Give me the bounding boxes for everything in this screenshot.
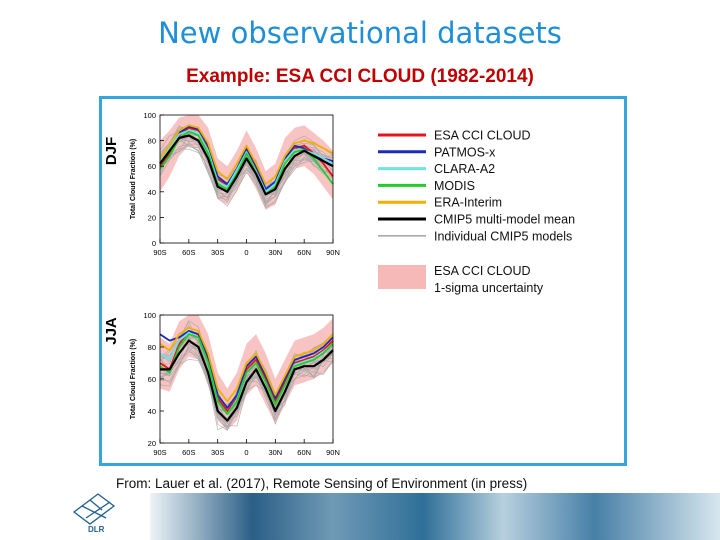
series-line-era-interim	[159, 124, 334, 185]
x-tick-label: 60N	[297, 448, 311, 457]
y-tick-label: 80	[148, 343, 156, 352]
y-tick-label: 60	[148, 375, 156, 384]
y-tick-label: 40	[148, 407, 156, 416]
series-line-esa-cci-cloud	[159, 126, 334, 193]
individual-model-line	[159, 142, 334, 199]
individual-model-line	[159, 144, 334, 204]
x-tick-label: 30S	[211, 448, 224, 457]
y-tick-label: 20	[148, 213, 156, 222]
x-tick-label: 30S	[211, 248, 224, 257]
x-tick-label: 30N	[268, 248, 282, 257]
legend-band-label-1: ESA CCI CLOUD	[434, 264, 531, 278]
x-tick-label: 90S	[153, 248, 166, 257]
x-tick-label: 90N	[326, 448, 340, 457]
x-tick-label: 60S	[182, 448, 195, 457]
chart-panel-djf: 0 20 40 60 80 100 90S 60S 30S 0 30N 60N 90N Total Clo…	[103, 111, 340, 257]
slide-title: New observational datasets	[158, 16, 562, 50]
individual-model-line	[159, 138, 334, 194]
y-axis-label: Total Cloud Fraction (%)	[130, 139, 137, 219]
series-line-cmip5-multi-model-mean	[160, 339, 334, 422]
x-tick-label: 60S	[182, 248, 195, 257]
x-tick-label: 90N	[326, 248, 340, 257]
y-tick-label: 100	[143, 111, 156, 120]
dlr-logo: DLR	[72, 493, 116, 534]
y-tick-label: 20	[148, 439, 156, 448]
legend: ESA CCI CLOUD PATMOS-x CLARA-A2 MODIS ERA-In…	[378, 129, 575, 295]
x-tick-label: 0	[244, 448, 248, 457]
x-tick-label: 90S	[153, 448, 166, 457]
chart-panel-jja: 20 40 60 80 100 90S 60S 30S 0 30N 60N 90N Total Clou…	[103, 311, 340, 457]
legend-label: Individual CMIP5 models	[434, 229, 572, 243]
series-line-cmip5-multi-model-mean	[159, 134, 334, 196]
season-label-jja: JJA	[103, 317, 120, 345]
individual-model-line	[159, 359, 334, 431]
y-tick-label: 80	[148, 137, 156, 146]
legend-band-label-2: 1-sigma uncertainty	[434, 281, 544, 295]
legend-label: PATMOS-x	[434, 145, 496, 159]
series-line-modis	[159, 130, 334, 196]
y-axis-label: Total Cloud Fraction (%)	[130, 339, 137, 419]
y-tick-label: 100	[143, 311, 156, 320]
series-line-era-interim	[159, 326, 334, 403]
season-label-djf: DJF	[103, 137, 120, 165]
x-tick-label: 0	[244, 248, 248, 257]
slide-subtitle: Example: ESA CCI CLOUD (1982-2014)	[186, 66, 534, 87]
figure-frame: 0 20 40 60 80 100 90S 60S 30S 0 30N 60N 90N Total Clo…	[99, 96, 627, 466]
legend-label: ERA-Interim	[434, 196, 502, 210]
series-line-patmos-x	[159, 125, 334, 191]
cloud-fraction-figure: 0 20 40 60 80 100 90S 60S 30S 0 30N 60N 90N Total Clo…	[103, 111, 575, 457]
series-line-modis	[159, 333, 334, 416]
legend-label: ESA CCI CLOUD	[434, 129, 531, 143]
y-tick-label: 0	[152, 239, 156, 248]
x-tick-label: 30N	[268, 448, 282, 457]
series-line-patmos-x	[159, 330, 334, 409]
legend-label: CMIP5 multi-model mean	[434, 213, 575, 227]
earth-imagery-band	[150, 493, 720, 540]
legend-label: CLARA-A2	[434, 162, 495, 176]
individual-model-line	[159, 351, 334, 429]
x-tick-label: 60N	[297, 248, 311, 257]
individual-model-line	[159, 143, 334, 209]
source-citation: From: Lauer et al. (2017), Remote Sensin…	[116, 476, 528, 491]
legend-label: MODIS	[434, 179, 475, 193]
legend-band-swatch	[378, 265, 426, 289]
y-tick-label: 40	[148, 188, 156, 197]
y-tick-label: 60	[148, 162, 156, 171]
dlr-logo-text: DLR	[88, 525, 105, 534]
